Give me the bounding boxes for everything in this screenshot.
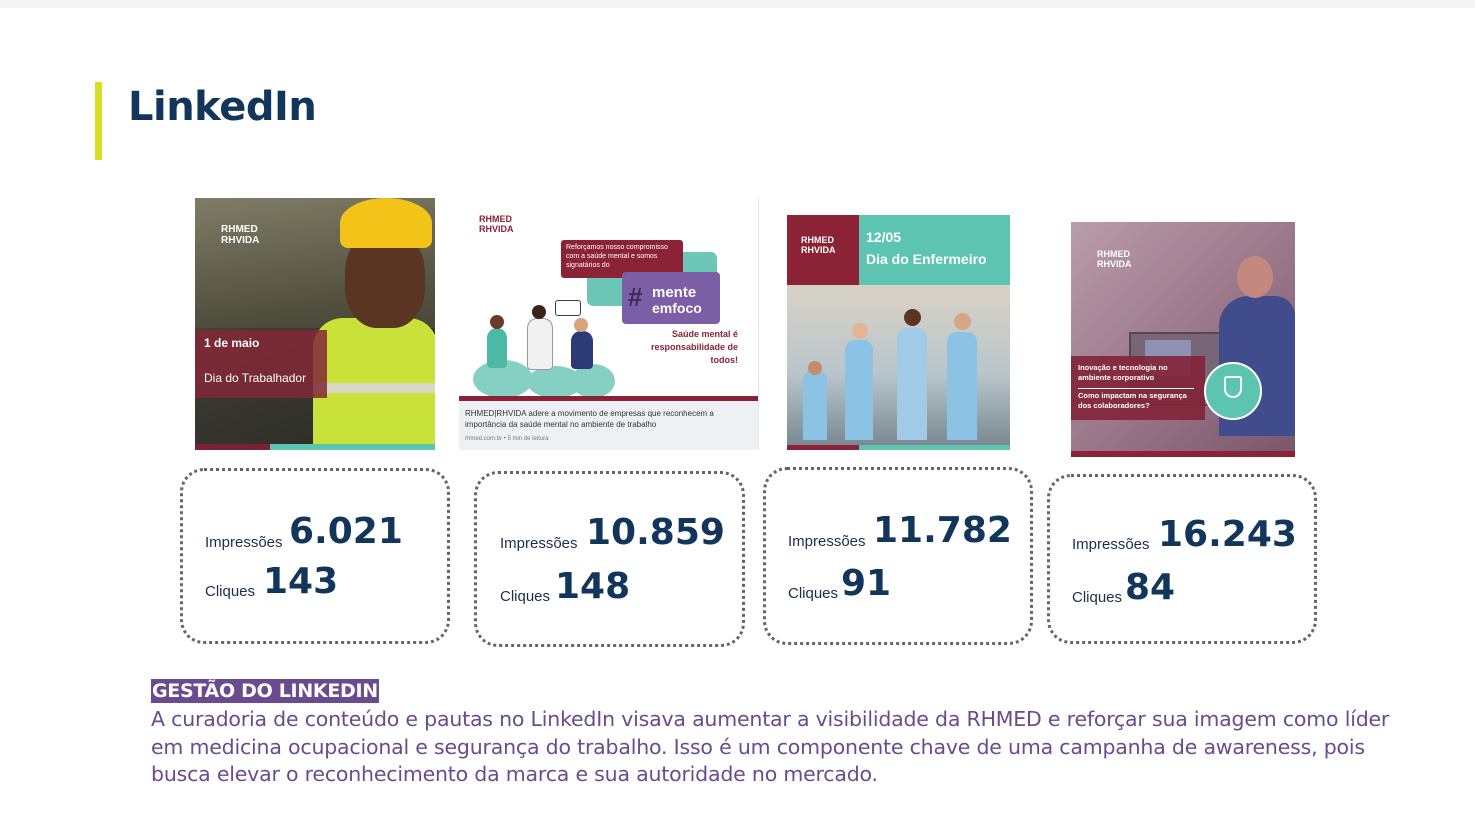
clicks-label: Cliques (205, 583, 256, 600)
post-image-inovacao-tecnologia: RHMED RHVIDA Inovação e tecnologia no am… (1071, 222, 1295, 457)
stats-card-post-3: Impressões 11.782 Cliques 91 (763, 467, 1033, 645)
post-date: 1 de maio (204, 336, 260, 350)
clicks-value: 91 (841, 563, 892, 604)
clicks-label: Cliques (1072, 589, 1123, 606)
nurse-head (808, 361, 822, 375)
title-accent-bar (95, 82, 102, 160)
person-head (574, 318, 588, 332)
impressions-label: Impressões (205, 534, 283, 551)
nurse-head (904, 309, 921, 326)
caption-divider (459, 396, 758, 401)
post-title: Dia do Enfermeiro (866, 251, 987, 267)
brand-logo: RHMED RHVIDA (801, 235, 836, 255)
stats-card-post-4: Impressões 16.243 Cliques 84 (1047, 474, 1317, 644)
stats-card-post-2: Impressões 10.859 Cliques 148 (474, 471, 745, 647)
nurse-figure (803, 370, 827, 440)
post-date: 12/05 (866, 229, 902, 245)
impressions-label: Impressões (1072, 536, 1150, 553)
post-image-dia-do-trabalhador: RHMED RHVIDA 1 de maio Dia do Trabalhado… (195, 198, 435, 450)
person-figure (527, 318, 553, 370)
mente-em-foco-badge: # mente emfoco (622, 272, 720, 324)
logo-line-1: RHMED (1097, 249, 1130, 259)
link-caption-area (459, 401, 758, 450)
stats-card-post-1: Impressões 6.021 Cliques 143 (180, 468, 450, 644)
footer-stripe-accent (195, 444, 270, 450)
brand-logo: RHMED RHVIDA (221, 224, 259, 246)
caption-band (195, 330, 327, 398)
person-head (490, 315, 504, 329)
nurse-head (852, 323, 868, 339)
logo-line-2: RHVIDA (801, 245, 836, 255)
badge-word-2: emfoco (652, 300, 702, 316)
caption-divider (1078, 388, 1194, 389)
impressions-value: 11.782 (873, 510, 1012, 551)
link-caption: RHMED|RHVIDA adere a movimento de empres… (465, 409, 714, 429)
impressions-label: Impressões (788, 533, 866, 550)
shield-lock-icon (1224, 376, 1242, 398)
post-title: Dia do Trabalhador (204, 371, 307, 385)
logo-line-1: RHMED (801, 235, 834, 245)
page-title: LinkedIn (128, 84, 317, 130)
header-left-block (787, 215, 859, 285)
nurses-photo (787, 285, 1010, 445)
nurse-figure (947, 332, 977, 440)
clicks-label: Cliques (500, 588, 551, 605)
brand-logo: RHMED RHVIDA (479, 214, 514, 234)
footer-stripe (1071, 451, 1295, 457)
clicks-value: 148 (555, 566, 631, 607)
post-image-mente-em-foco: RHMED RHVIDA Reforçamos nosso compromiss… (459, 198, 759, 450)
nurse-head (954, 313, 971, 330)
brand-logo: RHMED RHVIDA (1097, 249, 1132, 269)
highlight-text: Saúde mental é responsabilidade de todos… (650, 329, 738, 365)
link-meta: rhmed.com.br • 5 min de leitura (465, 436, 549, 442)
section-heading: GESTÃO DO LINKEDIN (151, 679, 379, 703)
footer-stripe (787, 445, 1010, 450)
section-body-text: A curadoria de conteúdo e pautas no Link… (151, 707, 1390, 786)
logo-line-2: RHVIDA (221, 235, 260, 246)
commitment-box: Reforçamos nosso compromisso com a saúde… (561, 240, 683, 278)
person-figure (487, 328, 507, 368)
impressions-value: 16.243 (1158, 514, 1297, 555)
worker-head (1237, 256, 1273, 298)
speech-bubble-icon (555, 300, 581, 316)
person-head (532, 305, 546, 319)
clicks-value: 143 (263, 561, 339, 602)
post-image-dia-do-enfermeiro: RHMED RHVIDA 12/05 Dia do Enfermeiro (787, 215, 1010, 450)
logo-line-2: RHVIDA (479, 224, 514, 234)
badge-word-1: mente (652, 284, 697, 301)
person-figure (571, 331, 593, 369)
hard-hat (340, 198, 432, 248)
footer-stripe (195, 444, 435, 450)
logo-line-1: RHMED (221, 224, 258, 235)
post-headline: Inovação e tecnologia no ambiente corpor… (1078, 363, 1168, 382)
nurse-figure (897, 328, 927, 440)
clicks-label: Cliques (788, 585, 839, 602)
decor-blob (571, 364, 615, 398)
top-band (0, 0, 1475, 8)
post-question: Como impactam na segurança dos colaborad… (1078, 391, 1187, 410)
footer-stripe-accent (787, 445, 859, 450)
logo-line-1: RHMED (479, 214, 512, 224)
clicks-value: 84 (1125, 567, 1176, 608)
header-right-block (859, 215, 1010, 285)
nurse-figure (845, 340, 873, 440)
logo-line-2: RHVIDA (1097, 259, 1132, 269)
impressions-value: 10.859 (586, 512, 725, 553)
vest-reflective-stripe (313, 383, 435, 393)
impressions-label: Impressões (500, 535, 578, 552)
hash-symbol: # (628, 282, 643, 312)
impressions-value: 6.021 (289, 511, 403, 552)
